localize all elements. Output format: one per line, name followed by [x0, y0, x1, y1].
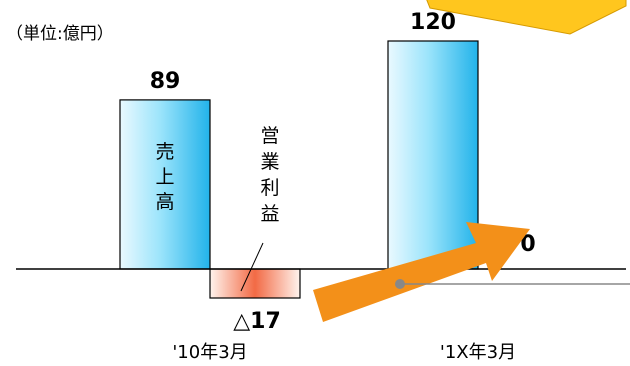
bars-group: [119, 40, 479, 299]
profit-label-char: 営: [260, 125, 279, 147]
profit-label-char: 業: [260, 151, 279, 173]
sales-bar-label-char: 高: [155, 191, 174, 213]
profit-label-char: 利: [260, 177, 279, 199]
sales-bar-label-char: 売: [155, 141, 174, 163]
bar-profit-0: [209, 268, 301, 299]
bar-sales-1: [387, 40, 479, 270]
profit-label-char: 益: [260, 203, 279, 225]
profit-leader-line: [240, 242, 264, 292]
value-label-profit-1: 0: [520, 232, 535, 257]
category-label-0: '10年3月: [172, 342, 247, 363]
unit-label: （単位:億円）: [6, 24, 114, 44]
bar-sales-0: [119, 99, 211, 270]
sales-bar-label-char: 上: [155, 166, 174, 188]
value-label-sales-0: 89: [150, 69, 181, 94]
value-label-sales-1: 120: [410, 10, 456, 35]
trend-arrow: [313, 222, 530, 322]
callout-shape: [426, 0, 627, 35]
category-label-1: '1X年3月: [440, 342, 516, 363]
value-label-profit-0: △17: [233, 309, 281, 334]
connector-dot: [395, 279, 405, 289]
